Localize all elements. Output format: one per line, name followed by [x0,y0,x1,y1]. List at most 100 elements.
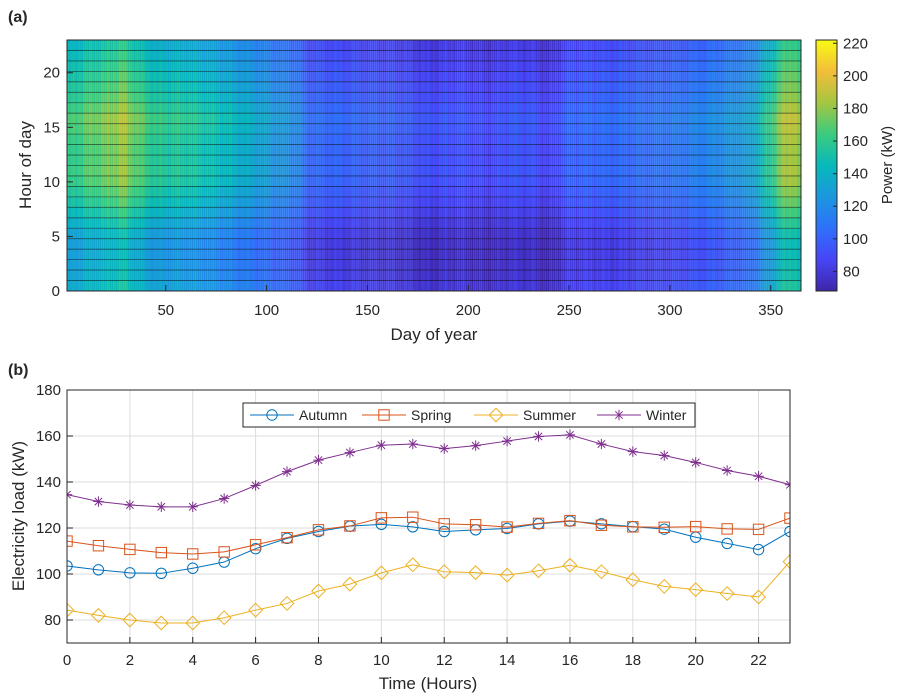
heatmap-cell [143,196,146,208]
heatmap-cell [73,228,76,239]
heatmap-cell [402,196,405,208]
heatmap-cell [243,113,247,124]
heatmap-cell [205,238,208,250]
heatmap-cell [336,40,339,51]
heatmap-cell [445,207,448,218]
heatmap-cell [165,175,168,187]
heatmap-cell [326,280,329,292]
heatmap-cell [153,207,156,218]
heatmap-cell [286,71,289,82]
heatmap-cell [219,228,222,239]
heatmap-cell [77,81,80,93]
heatmap-cell [173,196,176,208]
heatmap-cell [364,280,367,292]
heatmap-cell [93,238,96,250]
heatmap-cell [191,175,194,187]
heatmap-cell [441,155,444,166]
heatmap-cell [392,196,395,208]
heatmap-cell [344,134,347,145]
heatmap-cell [203,134,206,145]
heatmap-cell [467,207,470,218]
heatmap-cell [430,175,434,187]
heatmap-cell [163,270,166,281]
heatmap-cell [318,280,321,292]
heatmap-cell [376,165,379,177]
heatmap-cell [368,92,371,103]
heatmap-cell [205,71,208,82]
heatmap-cell [282,249,285,260]
heatmap-cell [83,134,86,145]
heatmap-cell [390,280,393,292]
heatmap-cell [241,228,245,239]
heatmap-cell [439,50,442,61]
heatmap-cell [189,123,192,135]
heatmap-cell [85,123,88,135]
heatmap-cell [374,81,377,93]
heatmap-cell [308,217,311,229]
heatmap-cell [451,175,454,187]
heatmap-cell [272,144,275,156]
heatmap-cell [103,186,106,197]
heatmap-cell [107,113,110,124]
heatmap-cell [143,207,146,218]
heatmap-cell [133,217,136,229]
heatmap-cell [193,249,196,260]
heatmap-cell [352,113,355,124]
heatmap-cell [252,102,255,114]
heatmap-cell [465,50,468,61]
heatmap-cell [348,155,351,166]
heatmap-cell [71,134,74,145]
heatmap-cell [171,270,174,281]
heatmap-cell [219,60,222,72]
heatmap-cell [177,207,180,218]
heatmap-cell [191,259,194,271]
heatmap-cell [426,144,430,156]
heatmap-cell [129,196,132,208]
heatmap-cell [426,165,430,177]
heatmap-cell [105,259,108,271]
heatmap-cell [101,81,104,93]
heatmap-cell [75,134,78,145]
heatmap-cell [95,40,98,51]
heatmap-cell [471,40,474,51]
heatmap-cell [439,280,442,292]
heatmap-cell [207,270,210,281]
heatmap-cell [145,238,148,250]
heatmap-cell [432,196,436,208]
heatmap-cell [350,207,353,218]
heatmap-cell [292,270,295,281]
heatmap-cell [471,134,474,145]
heatmap-cell [314,144,317,156]
heatmap-cell [366,186,369,197]
heatmap-cell [161,196,164,208]
heatmap-cell [324,71,327,82]
heatmap-cell [300,280,303,292]
heatmap-cell [388,144,391,156]
heatmap-cell [428,123,432,135]
heatmap-cell [241,60,245,72]
heatmap-cell [247,207,251,218]
heatmap-cell [467,144,470,156]
heatmap-cell [278,144,281,156]
heatmap-cell [107,71,110,82]
heatmap-cell [300,259,303,271]
heatmap-cell [95,71,98,82]
heatmap-cell [463,144,466,156]
heatmap-cell [280,71,283,82]
heatmap-cell [270,165,273,177]
heatmap-cell [123,71,126,82]
heatmap-cell [83,165,86,177]
heatmap-cell [227,196,230,208]
heatmap-cell [111,113,114,124]
heatmap-cell [87,270,90,281]
heatmap-cell [79,259,82,271]
heatmap-cell [145,228,148,239]
heatmap-cell [346,92,349,103]
heatmap-cell [101,134,104,145]
heatmap-cell [386,196,389,208]
heatmap-cell [465,175,468,187]
heatmap-cell [252,134,255,145]
heatmap-cell [252,165,255,177]
heatmap-cell [445,228,448,239]
heatmap-cell [292,228,295,239]
